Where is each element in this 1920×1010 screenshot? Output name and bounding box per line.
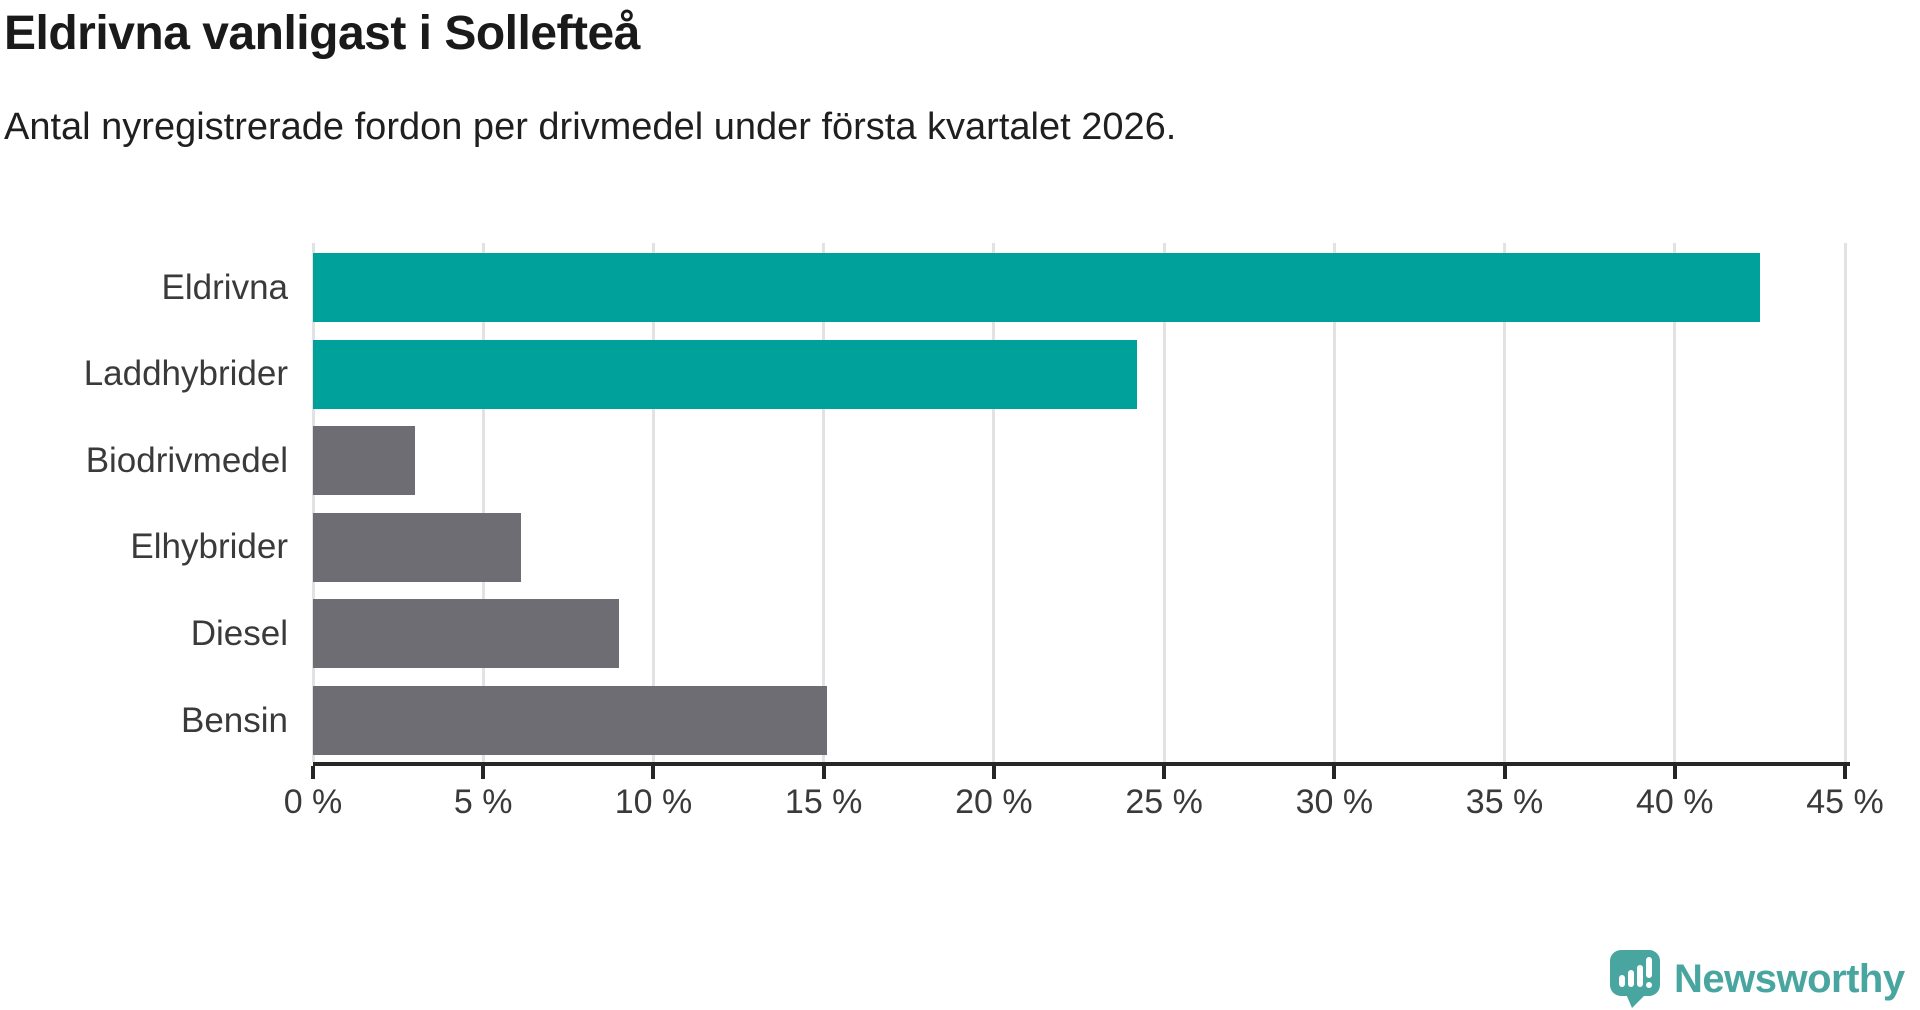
bar-elhybrider xyxy=(313,512,521,582)
x-tick xyxy=(1502,766,1507,779)
category-label: Bensin xyxy=(180,700,288,740)
x-tick-label: 10 % xyxy=(614,783,693,821)
gridline xyxy=(481,243,485,762)
bar-eldrivna xyxy=(313,253,1760,322)
x-tick-label: 30 % xyxy=(1295,783,1374,821)
x-tick-label: 5 % xyxy=(453,783,513,821)
gridline xyxy=(1843,243,1847,762)
x-tick-label: 45 % xyxy=(1806,783,1884,821)
category-axis: Eldrivna Laddhybrider Biodrivmedel Elhybrid… xyxy=(0,243,288,762)
bar-biodrivmedel xyxy=(313,426,416,496)
gridline xyxy=(1503,243,1507,762)
bar-bensin xyxy=(313,686,828,755)
x-tick-label: 25 % xyxy=(1125,783,1203,821)
x-tick-label: 0 % xyxy=(283,783,343,821)
bar-chart-plot-area: 0 % 5 % 10 % 15 % 20 % 25 % 30 % 35 % 40 % 45 % xyxy=(284,243,1884,821)
bar-laddhybrider xyxy=(313,339,1137,409)
bar-diesel xyxy=(313,599,620,669)
category-label: Eldrivna xyxy=(161,267,288,307)
gridline xyxy=(1673,243,1677,762)
category-label: Diesel xyxy=(190,613,288,653)
gridline xyxy=(822,243,826,762)
x-tick xyxy=(821,766,826,779)
newsworthy-logo: Newsworthy xyxy=(1608,950,1905,1008)
newsworthy-speech-bubble-chart-icon xyxy=(1610,950,1660,1008)
gridline xyxy=(651,243,655,762)
x-tick-label: 40 % xyxy=(1636,783,1714,821)
x-tick xyxy=(1672,766,1677,779)
x-tick xyxy=(651,766,656,779)
x-tick xyxy=(1332,766,1337,779)
category-label: Elhybrider xyxy=(130,527,288,567)
logo-wordmark: Newsworthy xyxy=(1674,956,1905,1001)
gridline xyxy=(992,243,996,762)
gridline xyxy=(1332,243,1336,762)
x-axis-line xyxy=(313,762,1850,766)
x-tick-label: 35 % xyxy=(1465,783,1544,821)
page-title: Eldrivna vanligast i Sollefteå xyxy=(4,7,640,60)
chart-subtitle: Antal nyregistrerade fordon per drivmede… xyxy=(4,106,1177,148)
category-label: Laddhybrider xyxy=(83,354,288,394)
x-tick xyxy=(1843,766,1847,779)
x-tick-label: 15 % xyxy=(784,783,863,821)
x-tick xyxy=(311,766,315,779)
x-tick-label: 20 % xyxy=(955,783,1033,821)
x-tick xyxy=(991,766,996,779)
x-tick xyxy=(1162,766,1167,779)
gridline xyxy=(1162,243,1166,762)
gridline xyxy=(311,243,315,762)
category-label: Biodrivmedel xyxy=(85,440,288,480)
x-tick xyxy=(481,766,486,779)
